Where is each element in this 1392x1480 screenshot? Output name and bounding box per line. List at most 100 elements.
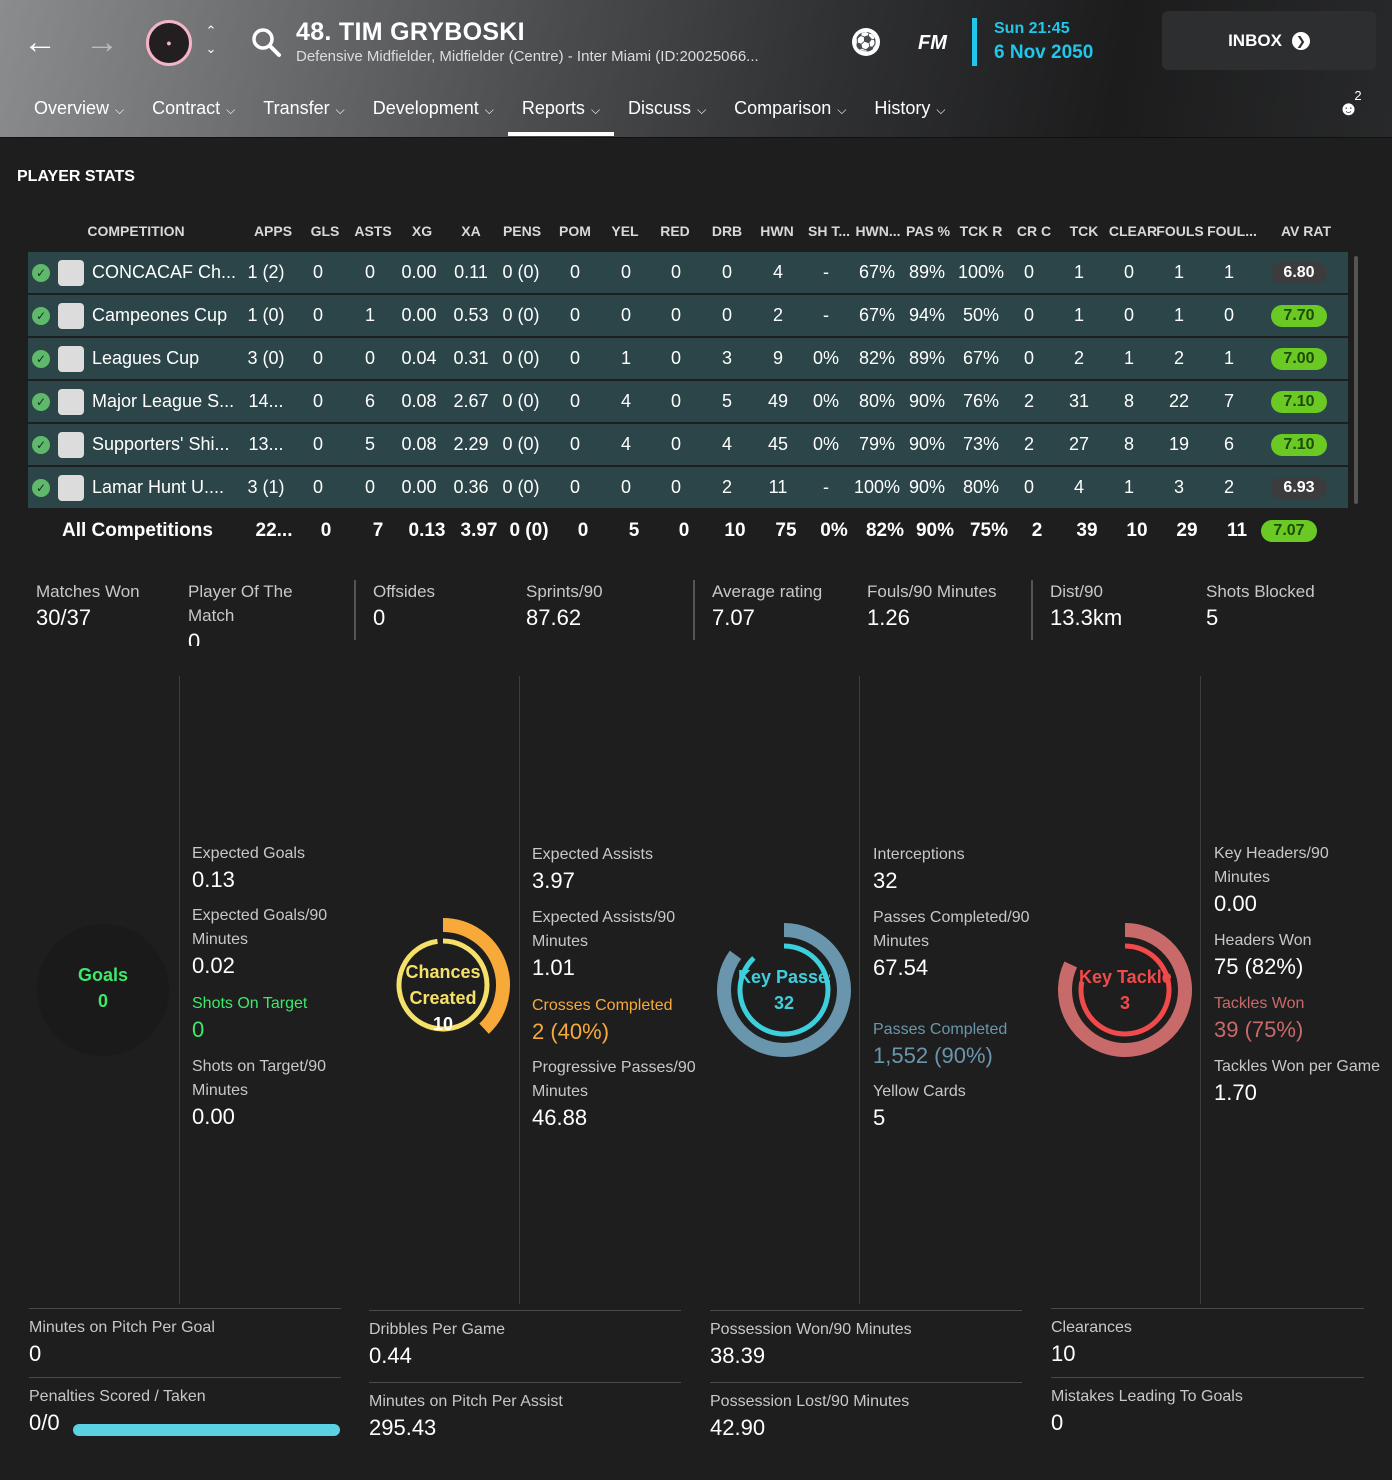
competition-name[interactable]: Supporters' Shi...: [92, 434, 230, 454]
stat-cell: 76%: [962, 391, 1000, 411]
column-header[interactable]: HWN: [760, 223, 794, 239]
stat-cell: 4: [1073, 477, 1084, 497]
column-header[interactable]: APPS: [253, 223, 293, 239]
chevron-down-icon: ⌵: [115, 103, 125, 117]
column-header[interactable]: CLEAR: [1108, 223, 1158, 239]
check-icon: ✓: [32, 350, 50, 368]
column-header[interactable]: SH T...: [807, 223, 850, 239]
up-down-icon[interactable]: ⌃ ⌄: [205, 23, 217, 56]
stat-cell: 1: [1173, 305, 1184, 325]
stat-value: 75 (82%): [1214, 954, 1304, 979]
tab-overview[interactable]: Overview ⌵: [20, 86, 138, 136]
stat-cell: 0: [312, 348, 323, 368]
stat-item: Key Headers/90 Minutes 0.00: [1214, 842, 1384, 918]
table-row[interactable]: ✓ Leagues Cup 3 (0) 0 0 0.04 0.31 0 (0) 0 1 0 3 9 0% 8…: [28, 338, 1348, 379]
column-header[interactable]: XA: [461, 223, 481, 239]
stat-cell: 94%: [908, 305, 946, 325]
stat-cell: 0 (0): [509, 520, 549, 541]
column-header[interactable]: TCK R: [959, 223, 1003, 239]
stat-item: Interceptions 32: [873, 843, 1043, 895]
rating-badge: 7.70: [1271, 304, 1327, 327]
stat-label: Expected Goals/90 Minutes: [192, 907, 328, 948]
table-row[interactable]: ✓ Supporters' Shi... 13... 0 5 0.08 2.29 0 (0) 0…: [28, 424, 1348, 465]
inbox-button[interactable]: INBOX ❯: [1162, 11, 1376, 70]
competition-name[interactable]: Campeones Cup: [92, 305, 228, 325]
stat-cell: 0: [1123, 262, 1134, 282]
table-body: ✓ CONCACAF Ch... 1 (2) 0 0 0.00 0.11 0 (0) 0 0 0 0 4…: [28, 252, 1348, 508]
tab-discuss[interactable]: Discuss ⌵: [614, 86, 720, 136]
stat-cell: 89%: [908, 348, 946, 368]
competition-name[interactable]: Leagues Cup: [92, 348, 200, 368]
column-header[interactable]: POM: [559, 223, 591, 239]
column-header[interactable]: TCK: [1069, 223, 1099, 239]
column-header[interactable]: DRB: [711, 223, 743, 239]
summary-value: 0: [373, 605, 386, 630]
forward-arrow-icon[interactable]: →: [85, 23, 119, 61]
table-row[interactable]: ✓ Lamar Hunt U.... 3 (1) 0 0 0.00 0.36 0 (0) 0 0 0…: [28, 467, 1348, 508]
column-header[interactable]: XG: [411, 223, 433, 239]
stat-cell: 73%: [962, 434, 1000, 454]
tab-comparison[interactable]: Comparison ⌵: [720, 86, 860, 136]
stat-cell: 90%: [908, 477, 946, 497]
row-divider: [29, 1308, 341, 1309]
column-header[interactable]: RED: [660, 223, 690, 239]
ring-value: 10: [432, 1014, 454, 1034]
summary-value: 0: [188, 629, 201, 646]
chevron-down-icon: ⌵: [590, 103, 601, 117]
table-row[interactable]: ✓ Campeones Cup 1 (0) 0 1 0.00 0.53 0 (0) 0 0 0 0 2 -…: [28, 295, 1348, 336]
summary-item: Offsides 0: [373, 580, 523, 632]
tab-label: Transfer: [263, 98, 330, 118]
stat-cell: 0 (0): [502, 434, 540, 454]
table-row[interactable]: ✓ CONCACAF Ch... 1 (2) 0 0 0.00 0.11 0 (0) 0 0 0 0 4…: [28, 252, 1348, 293]
row-divider: [29, 1377, 341, 1378]
stat-cell: 6: [364, 391, 375, 411]
column-header[interactable]: FOUL...: [1207, 223, 1257, 239]
column-header[interactable]: GLS: [310, 223, 340, 239]
column-header[interactable]: PENS: [502, 223, 542, 239]
column-header[interactable]: PAS %: [905, 223, 951, 239]
search-icon[interactable]: [250, 26, 282, 58]
stat-cell: 0 (0): [502, 348, 540, 368]
column-header[interactable]: FOULS: [1156, 223, 1204, 239]
stat-cell: 0: [678, 520, 690, 541]
people-icon[interactable]: ☻: [1338, 98, 1360, 120]
tab-transfer[interactable]: Transfer ⌵: [249, 86, 358, 136]
ball-icon[interactable]: ⚽: [852, 28, 880, 56]
table-row[interactable]: ✓ Major League S... 14... 0 6 0.08 2.67 0 (0) 0 4…: [28, 381, 1348, 422]
chevron-down-icon: ⌵: [697, 103, 707, 117]
column-header[interactable]: AV RAT: [1280, 223, 1332, 239]
column-header[interactable]: COMPETITION: [87, 223, 185, 239]
tab-contract[interactable]: Contract ⌵: [138, 86, 249, 136]
row-divider: [1051, 1377, 1364, 1378]
stat-cell: 1: [1223, 262, 1234, 282]
stat-label: Key Headers/90 Minutes: [1214, 845, 1329, 886]
stat-item: Headers Won 75 (82%): [1214, 929, 1384, 981]
back-arrow-icon[interactable]: ←: [23, 23, 57, 61]
tab-history[interactable]: History ⌵: [860, 86, 959, 136]
stat-cell: 0: [312, 391, 323, 411]
column-header[interactable]: ASTS: [354, 223, 392, 239]
stat-cell: 67%: [858, 262, 896, 282]
competition-name[interactable]: CONCACAF Ch...: [92, 262, 237, 282]
tab-development[interactable]: Development ⌵: [359, 86, 508, 136]
competition-name[interactable]: Major League S...: [92, 391, 235, 411]
column-header[interactable]: YEL: [611, 223, 639, 239]
stat-cell: 1: [1123, 477, 1134, 497]
stat-label: Minutes on Pitch Per Goal: [29, 1319, 215, 1336]
summary-item: Shots Blocked 5: [1206, 580, 1356, 632]
column-header[interactable]: HWN...: [855, 223, 901, 239]
bottom-stat: Minutes on Pitch Per Goal 0: [29, 1316, 341, 1368]
table-scrollbar[interactable]: [1354, 256, 1358, 504]
stat-item: Passes Completed/90 Minutes 67.54: [873, 906, 1043, 982]
column-header[interactable]: CR C: [1016, 223, 1052, 239]
fm-logo[interactable]: FM: [918, 32, 947, 54]
tab-label: Development: [372, 98, 479, 118]
stat-cell: 0: [569, 391, 580, 411]
ring-outer-arc: [717, 923, 851, 1057]
ring-chart-key-tackles: [1058, 923, 1192, 1057]
club-badge[interactable]: ●: [146, 20, 192, 66]
summary-item: Matches Won 30/37: [36, 580, 186, 632]
competition-name[interactable]: Lamar Hunt U....: [92, 477, 225, 497]
tab-reports[interactable]: Reports ⌵: [507, 86, 615, 136]
bottom-stat: Possession Won/90 Minutes 38.39: [710, 1318, 1022, 1370]
